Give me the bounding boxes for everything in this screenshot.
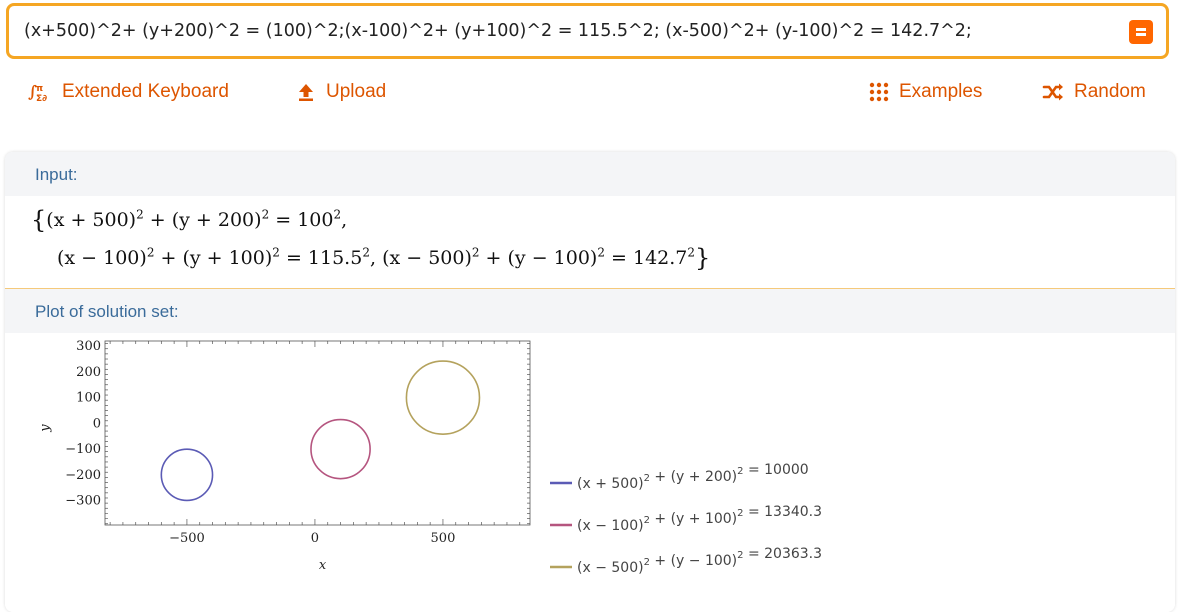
y-tick-label: −300 — [65, 494, 101, 509]
y-tick-label: 0 — [93, 416, 101, 431]
x-tick-label: −500 — [169, 531, 205, 546]
x-tick-label: 500 — [431, 531, 456, 546]
svg-text:Σ∂: Σ∂ — [36, 94, 47, 102]
extended-keyboard-button[interactable]: ∫ π Σ∂ Extended Keyboard — [28, 78, 229, 106]
results-card: Input: {(x + 500)2 + (y + 200)2 = 1002, … — [5, 152, 1175, 612]
x-axis-label: x — [319, 558, 327, 573]
upload-button[interactable]: Upload — [296, 78, 386, 106]
input-pod-title: Input: — [35, 165, 78, 184]
input-math-line-2: (x − 100)2 + (y + 100)2 = 115.52, (x − 5… — [57, 244, 711, 272]
search-box — [6, 3, 1169, 59]
input-pod-header: Input: — [5, 152, 1175, 196]
query-input[interactable] — [24, 6, 1114, 56]
plot-frame — [104, 340, 531, 526]
examples-button[interactable]: Examples — [869, 78, 982, 106]
y-tick-label: −100 — [65, 442, 101, 457]
examples-label: Examples — [899, 81, 983, 102]
math-keyboard-icon: ∫ π Σ∂ — [28, 82, 47, 102]
y-axis-label: y — [38, 424, 53, 433]
plot-pod: Plot of solution set: −500 0 500 300 200 100 0… — [5, 288, 1175, 612]
y-tick-label: 300 — [76, 339, 101, 354]
y-tick-label: 100 — [76, 391, 101, 406]
upload-label: Upload — [326, 81, 387, 102]
svg-text:∫: ∫ — [28, 82, 37, 101]
y-tick-label: 200 — [76, 365, 101, 380]
plot-pod-body: −500 0 500 300 200 100 0 −100 −200 −300 x y (x + 500… — [5, 333, 1175, 612]
plot-pod-title: Plot of solution set: — [35, 302, 179, 321]
solution-set-plot: −500 0 500 300 200 100 0 −100 −200 −300 x y (x + 500… — [38, 339, 822, 576]
compute-button[interactable] — [1129, 20, 1153, 44]
svg-text:π: π — [36, 84, 43, 94]
legend-label-2: (x − 100)2 + (y + 100)2 = 13340.3 — [577, 504, 822, 534]
grid-dots-icon — [869, 82, 889, 102]
legend-label-3: (x − 500)2 + (y − 100)2 = 20363.3 — [577, 546, 822, 576]
solution-circle-1 — [160, 448, 214, 502]
solution-circle-2 — [310, 418, 371, 480]
input-math-line-1: {(x + 500)2 + (y + 200)2 = 1002, — [31, 206, 348, 234]
x-tick-label: 0 — [311, 531, 319, 546]
plot-pod-header: Plot of solution set: — [5, 289, 1175, 333]
random-label: Random — [1074, 81, 1146, 102]
input-pod-body: {(x + 500)2 + (y + 200)2 = 1002, (x − 10… — [5, 196, 1175, 286]
extended-keyboard-label: Extended Keyboard — [62, 81, 229, 102]
y-tick-label: −200 — [65, 468, 101, 483]
upload-icon — [299, 84, 313, 101]
legend-label-1: (x + 500)2 + (y + 200)2 = 10000 — [577, 462, 809, 492]
random-button[interactable]: Random — [1042, 78, 1146, 106]
shuffle-icon — [1042, 83, 1063, 101]
solution-circle-3 — [405, 360, 481, 435]
